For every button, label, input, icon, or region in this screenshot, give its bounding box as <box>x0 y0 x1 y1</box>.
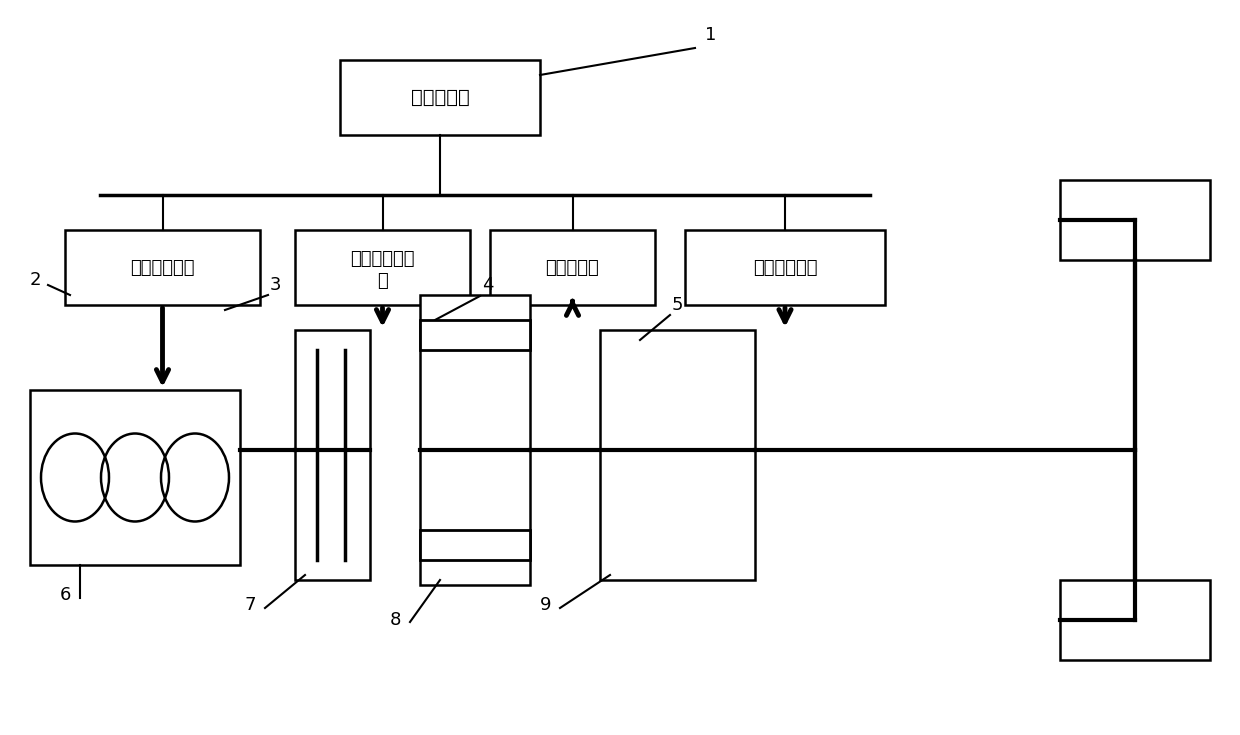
Text: 耦合机构控制: 耦合机构控制 <box>350 249 414 268</box>
Bar <box>420 530 529 560</box>
Bar <box>340 60 539 135</box>
Text: 7: 7 <box>246 596 257 614</box>
Text: 6: 6 <box>60 586 72 604</box>
Text: 9: 9 <box>539 596 552 614</box>
Text: 3: 3 <box>270 276 281 294</box>
Bar <box>600 330 755 580</box>
Bar <box>420 295 529 585</box>
Bar <box>684 230 885 305</box>
Bar <box>295 330 370 580</box>
Text: 4: 4 <box>482 276 494 294</box>
Text: 器: 器 <box>377 272 388 290</box>
Bar <box>490 230 655 305</box>
Text: 变速笱控制器: 变速笱控制器 <box>753 259 817 276</box>
Bar <box>1060 580 1210 660</box>
Bar <box>30 390 241 565</box>
Bar <box>295 230 470 305</box>
Text: 1: 1 <box>706 26 717 44</box>
Text: 2: 2 <box>30 271 41 289</box>
Bar <box>64 230 260 305</box>
Text: 5: 5 <box>672 296 683 314</box>
Bar <box>420 320 529 350</box>
Bar <box>1060 180 1210 260</box>
Text: 整车控制器: 整车控制器 <box>410 88 470 107</box>
Text: 电机控制器: 电机控制器 <box>546 259 599 276</box>
Text: 8: 8 <box>391 611 402 629</box>
Text: 发动机控制器: 发动机控制器 <box>130 259 195 276</box>
